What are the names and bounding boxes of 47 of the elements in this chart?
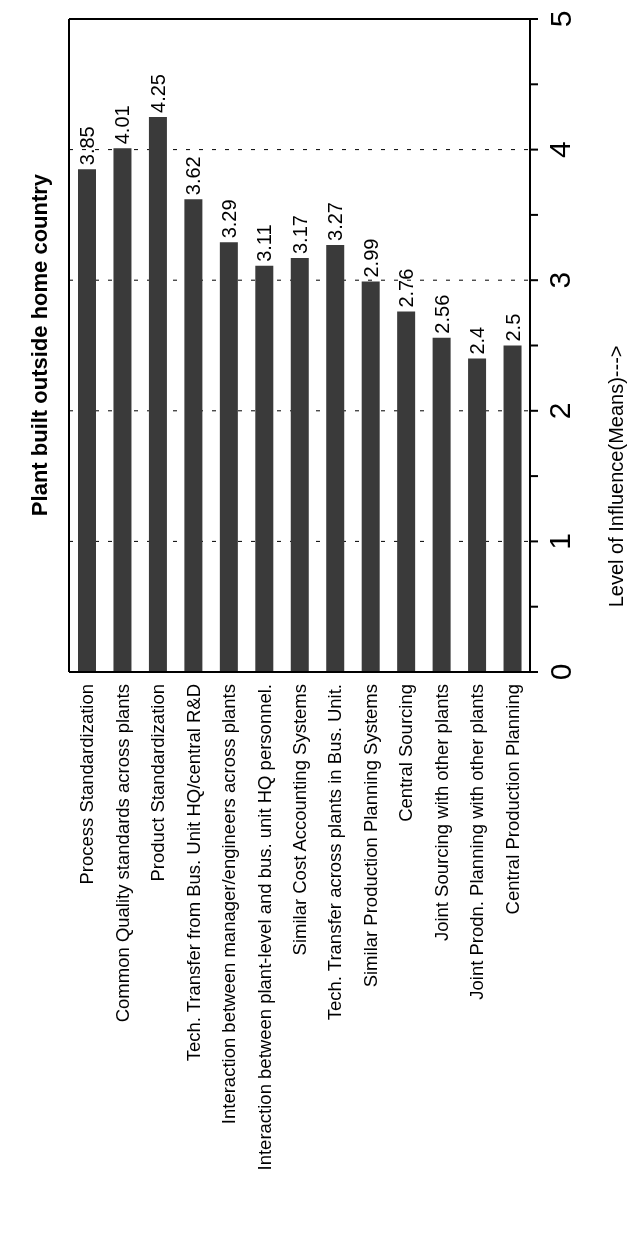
x-tick-label: Product Standardization (147, 684, 169, 882)
data-label: 4.01 (111, 105, 134, 145)
bar (503, 345, 522, 672)
bar (361, 281, 380, 672)
data-label: 2.76 (395, 268, 418, 308)
bar (148, 116, 167, 672)
bar (113, 148, 132, 672)
data-label: 3.85 (76, 126, 98, 166)
y-tick-label: 3 (543, 271, 577, 289)
data-label: 3.62 (182, 156, 205, 196)
x-tick-label: Interaction between plant-level and bus. unit HQ personnel. (253, 684, 275, 1171)
x-tick-label: Joint Prodn. Planning with other plants (466, 684, 488, 1000)
data-label: 3.29 (217, 199, 240, 239)
bar (78, 169, 96, 672)
x-tick-label: Joint Sourcing with other plants (430, 684, 452, 942)
bar (184, 199, 203, 672)
y-tick-label: 1 (543, 533, 577, 550)
x-tick-label: Tech. Transfer from Bus. Unit HQ/central R&D (182, 684, 204, 1062)
data-label: 3.27 (324, 202, 347, 241)
bar (397, 311, 416, 672)
x-tick-label: Process Standardization (76, 684, 98, 885)
x-tick-label: Central Production Planning (501, 684, 523, 915)
data-label: 3.17 (288, 215, 311, 254)
bar (255, 265, 274, 672)
bar (290, 258, 309, 672)
x-tick-label: Common Quality standards across plants (111, 684, 133, 1023)
y-tick-label: 4 (543, 141, 577, 158)
bar (468, 358, 487, 672)
data-label: 4.25 (146, 74, 169, 113)
y-axis-title: Level of Influence(Means)---> (605, 345, 628, 608)
bar (432, 337, 451, 672)
bar (219, 242, 238, 672)
y-tick-label: 0 (543, 663, 577, 681)
data-label: 2.5 (501, 313, 524, 342)
x-tick-label: Similar Production Planning Systems (359, 684, 381, 988)
text: Plant built outside home country (27, 173, 53, 517)
data-label: 2.56 (430, 294, 453, 334)
x-tick-label: Similar Cost Accounting Systems (289, 684, 310, 956)
data-label: 3.11 (253, 224, 276, 262)
x-tick-label: Central Sourcing (395, 684, 417, 822)
y-tick-label: 5 (543, 10, 577, 28)
x-tick-label: Tech. Transfer across plants in Bus. Unit. (324, 684, 346, 1021)
data-label: 2.4 (466, 326, 489, 355)
bar (326, 244, 345, 672)
data-label: 2.99 (359, 238, 382, 278)
y-tick-label: 2 (543, 402, 577, 420)
x-tick-label: Interaction between manager/engineers across plants (218, 684, 240, 1125)
